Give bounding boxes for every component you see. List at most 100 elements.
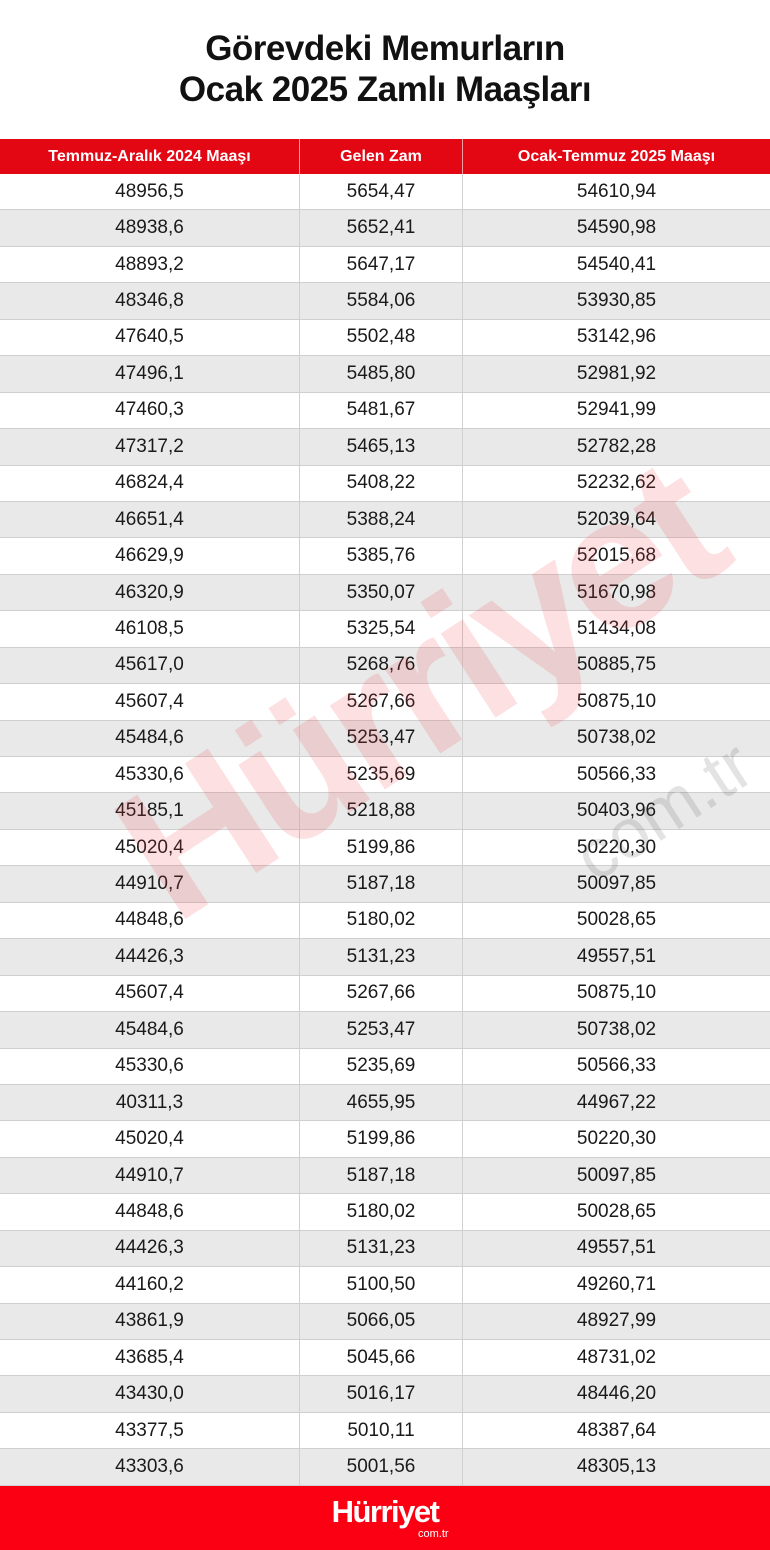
table-row: 45607,4 5267,66 50875,10 bbox=[0, 684, 770, 721]
cell-2024-salary: 43377,5 bbox=[0, 1412, 300, 1449]
cell-2024-salary: 45607,4 bbox=[0, 684, 300, 720]
cell-2025-salary: 48731,02 bbox=[576, 1346, 657, 1368]
cell-2025-salary: 54540,41 bbox=[576, 253, 657, 275]
cell-raise: 4655,95 bbox=[300, 1084, 463, 1121]
cell-2024-salary: 45020,4 bbox=[0, 829, 300, 866]
cell-2024-salary: 40311,3 bbox=[0, 1084, 300, 1121]
cell-2024-salary: 45020,4 bbox=[0, 1121, 300, 1157]
table-row: 44426,3 5131,23 49557,51 bbox=[0, 939, 770, 976]
cell-2024-salary: 47640,5 bbox=[0, 319, 300, 356]
cell-raise: 5131,23 bbox=[300, 939, 463, 975]
cell-2025-salary: 44967,22 bbox=[576, 1091, 657, 1113]
cell-2024-salary: 46629,9 bbox=[0, 538, 300, 574]
cell-2024-salary: 43430,0 bbox=[0, 1376, 300, 1412]
table-row: 44910,7 5187,18 50097,85 bbox=[0, 866, 770, 903]
table-row: 47460,3 5481,67 52941,99 bbox=[0, 392, 770, 430]
cell-raise: 5385,76 bbox=[300, 538, 463, 574]
cell-2025-salary: 48305,13 bbox=[576, 1456, 657, 1478]
table-row: 45330,6 5235,69 50566,33 bbox=[0, 1048, 770, 1085]
table-row: 45020,4 5199,86 50220,30 bbox=[0, 829, 770, 867]
cell-2025-salary: 50097,85 bbox=[576, 1164, 657, 1186]
cell-raise: 5199,86 bbox=[300, 829, 463, 866]
cell-2025-salary: 48387,64 bbox=[576, 1419, 657, 1441]
cell-2024-salary: 44426,3 bbox=[0, 1230, 300, 1267]
title-line-1: Görevdeki Memurların bbox=[205, 29, 565, 68]
cell-2024-salary: 48893,2 bbox=[0, 246, 300, 283]
cell-2024-salary: 45617,0 bbox=[0, 647, 300, 684]
cell-2025-salary: 48446,20 bbox=[576, 1383, 657, 1405]
cell-2025-salary: 50220,30 bbox=[576, 1128, 657, 1150]
table-row: 45330,6 5235,69 50566,33 bbox=[0, 757, 770, 794]
table-row: 46320,9 5350,07 51670,98 bbox=[0, 574, 770, 612]
cell-raise: 5045,66 bbox=[300, 1340, 463, 1376]
cell-2024-salary: 46320,9 bbox=[0, 574, 300, 611]
cell-2025-salary: 53142,96 bbox=[576, 326, 657, 348]
cell-2024-salary: 43861,9 bbox=[0, 1303, 300, 1339]
cell-2025-salary: 52232,62 bbox=[576, 472, 657, 494]
table-row: 43861,9 5066,05 48927,99 bbox=[0, 1303, 770, 1340]
cell-raise: 5010,11 bbox=[300, 1412, 463, 1449]
cell-raise: 5235,69 bbox=[300, 1048, 463, 1084]
cell-2025-salary: 50028,65 bbox=[576, 909, 657, 931]
title-line-2: Ocak 2025 Zamlı Maaşları bbox=[178, 70, 592, 109]
cell-2024-salary: 46651,4 bbox=[0, 501, 300, 538]
table-row: 43430,0 5016,17 48446,20 bbox=[0, 1376, 770, 1413]
table-row: 46651,4 5388,24 52039,64 bbox=[0, 501, 770, 539]
cell-2025-salary: 52015,68 bbox=[576, 545, 657, 567]
cell-2025-salary: 54590,98 bbox=[576, 217, 657, 239]
cell-2024-salary: 45484,6 bbox=[0, 720, 300, 756]
cell-2025-salary: 50738,02 bbox=[576, 1018, 657, 1040]
cell-2024-salary: 46108,5 bbox=[0, 611, 300, 647]
cell-2025-salary: 50875,10 bbox=[576, 982, 657, 1004]
cell-2025-salary: 49260,71 bbox=[576, 1273, 657, 1295]
cell-raise: 5253,47 bbox=[300, 1012, 463, 1048]
cell-raise: 5180,02 bbox=[300, 1194, 463, 1230]
cell-2024-salary: 44426,3 bbox=[0, 939, 300, 975]
cell-2025-salary: 52981,92 bbox=[576, 362, 657, 384]
table-row: 45484,6 5253,47 50738,02 bbox=[0, 720, 770, 757]
cell-2025-salary: 50403,96 bbox=[576, 800, 657, 822]
cell-raise: 5465,13 bbox=[300, 429, 463, 465]
cell-2024-salary: 47317,2 bbox=[0, 429, 300, 465]
cell-2024-salary: 48956,5 bbox=[0, 174, 300, 210]
cell-2024-salary: 44910,7 bbox=[0, 1157, 300, 1194]
cell-2024-salary: 45185,1 bbox=[0, 793, 300, 829]
cell-2025-salary: 50875,10 bbox=[576, 690, 657, 712]
cell-raise: 5267,66 bbox=[300, 975, 463, 1012]
cell-raise: 5187,18 bbox=[300, 866, 463, 902]
table-row: 47496,1 5485,80 52981,92 bbox=[0, 356, 770, 393]
cell-2025-salary: 50885,75 bbox=[576, 654, 657, 676]
cell-raise: 5584,06 bbox=[300, 283, 463, 319]
cell-2024-salary: 44848,6 bbox=[0, 902, 300, 939]
cell-2024-salary: 45330,6 bbox=[0, 757, 300, 793]
cell-2024-salary: 47496,1 bbox=[0, 356, 300, 392]
cell-raise: 5485,80 bbox=[300, 356, 463, 392]
cell-raise: 5654,47 bbox=[300, 174, 463, 210]
cell-raise: 5016,17 bbox=[300, 1376, 463, 1412]
cell-2024-salary: 43685,4 bbox=[0, 1340, 300, 1376]
table-row: 45607,4 5267,66 50875,10 bbox=[0, 975, 770, 1013]
cell-raise: 5647,17 bbox=[300, 246, 463, 283]
cell-2024-salary: 47460,3 bbox=[0, 392, 300, 429]
table-row: 46824,4 5408,22 52232,62 bbox=[0, 465, 770, 502]
cell-raise: 5066,05 bbox=[300, 1303, 463, 1339]
table-row: 44848,6 5180,02 50028,65 bbox=[0, 902, 770, 940]
table-header: Temmuz-Aralık 2024 Maaşı Gelen Zam Ocak-… bbox=[0, 139, 770, 174]
cell-2025-salary: 50097,85 bbox=[576, 873, 657, 895]
table-row: 45020,4 5199,86 50220,30 bbox=[0, 1121, 770, 1158]
cell-2024-salary: 44160,2 bbox=[0, 1267, 300, 1303]
cell-raise: 5180,02 bbox=[300, 902, 463, 939]
cell-raise: 5481,67 bbox=[300, 392, 463, 429]
cell-2025-salary: 52782,28 bbox=[576, 435, 657, 457]
cell-2024-salary: 44910,7 bbox=[0, 866, 300, 902]
footer-domain: com.tr bbox=[418, 1528, 449, 1540]
cell-2024-salary: 45607,4 bbox=[0, 975, 300, 1012]
cell-raise: 5199,86 bbox=[300, 1121, 463, 1157]
table-row: 46108,5 5325,54 51434,08 bbox=[0, 611, 770, 648]
column-header-2024-salary: Temmuz-Aralık 2024 Maaşı bbox=[0, 139, 300, 174]
table-row: 46629,9 5385,76 52015,68 bbox=[0, 538, 770, 575]
table-row: 48956,5 5654,47 54610,94 bbox=[0, 174, 770, 211]
cell-raise: 5253,47 bbox=[300, 720, 463, 756]
cell-2024-salary: 48938,6 bbox=[0, 210, 300, 246]
table-row: 43303,6 5001,56 48305,13 bbox=[0, 1449, 770, 1486]
